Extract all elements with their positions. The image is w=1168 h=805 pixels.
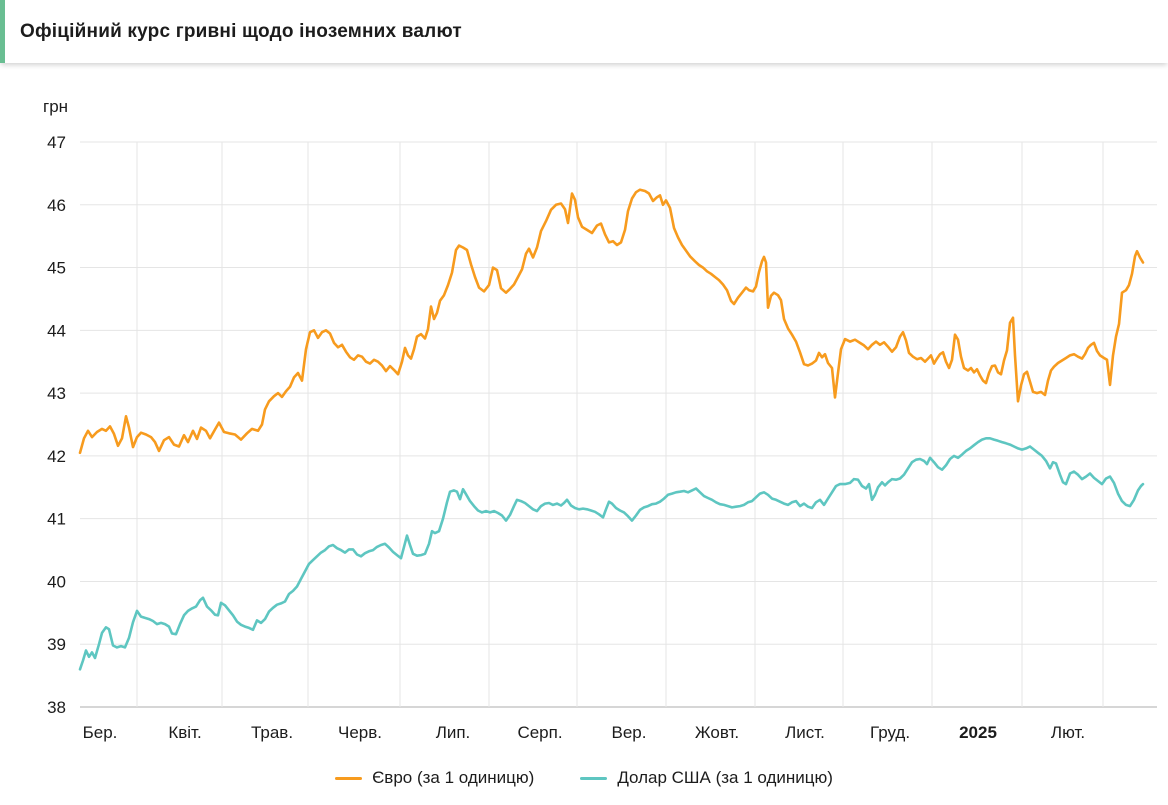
x-tick-label: Груд. <box>870 723 910 742</box>
y-tick-label: 45 <box>47 259 66 278</box>
x-tick-label: Черв. <box>338 723 382 742</box>
y-tick-label: 39 <box>47 635 66 654</box>
x-tick-label: Лют. <box>1051 723 1085 742</box>
legend-item-euro[interactable]: Євро (за 1 одиницю) <box>335 768 534 788</box>
legend-label-usd: Долар США (за 1 одиницю) <box>617 768 833 787</box>
y-tick-label: 46 <box>47 196 66 215</box>
title-accent-bar <box>0 0 5 63</box>
y-tick-label: 42 <box>47 447 66 466</box>
y-tick-label: 40 <box>47 572 66 591</box>
legend-item-usd[interactable]: Долар США (за 1 одиницю) <box>580 768 833 788</box>
exchange-rate-chart: 47 46 45 44 43 42 41 40 39 38 грн Бер. Квіт. Трав. Чер… <box>0 70 1168 760</box>
y-tick-label: 41 <box>47 510 66 529</box>
x-tick-label: Трав. <box>251 723 293 742</box>
page-header: Офіційний курс гривні щодо іноземних вал… <box>0 0 1168 63</box>
x-tick-label: Квіт. <box>168 723 201 742</box>
x-tick-label: Вер. <box>612 723 647 742</box>
x-tick-label: Лип. <box>436 723 471 742</box>
chart-legend: Євро (за 1 одиницю) Долар США (за 1 один… <box>0 763 1168 793</box>
page-title: Офіційний курс гривні щодо іноземних вал… <box>20 20 462 42</box>
y-axis-unit-label: грн <box>43 97 68 116</box>
legend-label-euro: Євро (за 1 одиницю) <box>372 768 535 787</box>
y-tick-label: 43 <box>47 384 66 403</box>
usd-line-series <box>78 436 1145 671</box>
x-tick-label: Бер. <box>83 723 118 742</box>
y-tick-label: 38 <box>47 698 66 717</box>
y-tick-label: 47 <box>47 133 66 152</box>
euro-line-swatch <box>335 776 363 780</box>
x-tick-label: Серп. <box>517 723 562 742</box>
chart-canvas: 47 46 45 44 43 42 41 40 39 38 грн Бер. Квіт. Трав. Чер… <box>43 97 1157 742</box>
euro-line-series <box>78 188 1145 455</box>
x-tick-label: Лист. <box>785 723 825 742</box>
y-tick-label: 44 <box>47 321 66 340</box>
x-tick-label: 2025 <box>959 723 997 742</box>
x-tick-label: Жовт. <box>695 723 739 742</box>
usd-line-swatch <box>580 776 608 780</box>
